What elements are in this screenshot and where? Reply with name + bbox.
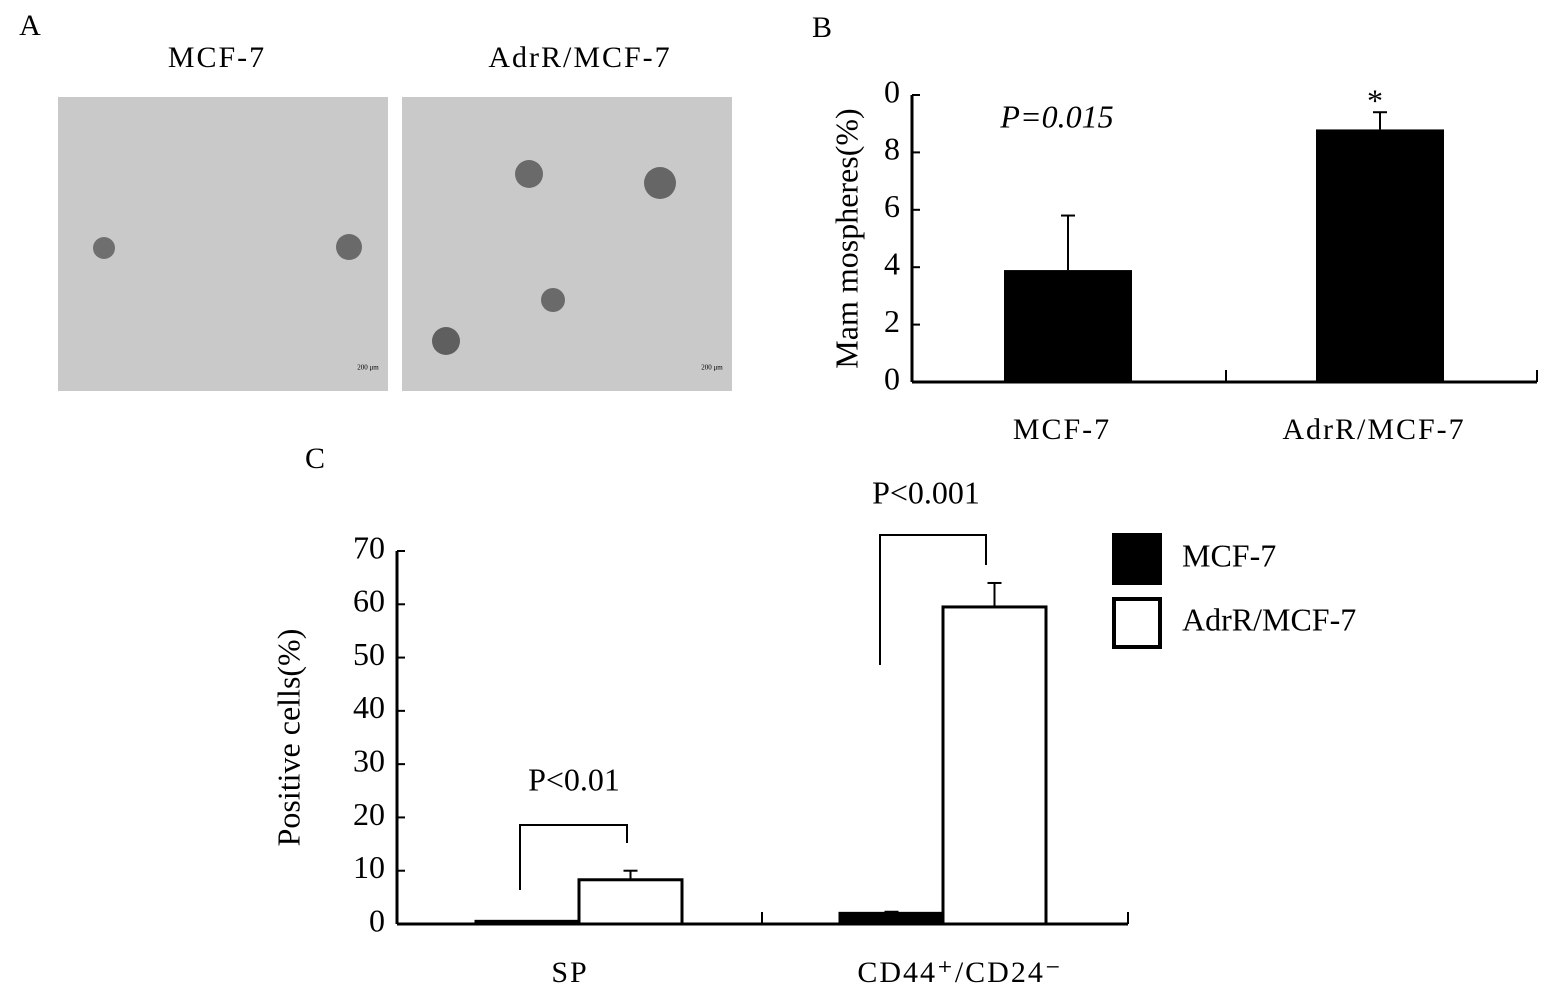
panel-label: C xyxy=(305,442,325,475)
x-tick-label: AdrR/MCF-7 xyxy=(1282,413,1465,446)
y-tick-label: 6 xyxy=(884,188,900,224)
image-title: AdrR/MCF-7 xyxy=(488,41,671,74)
bar xyxy=(1316,129,1444,382)
scale-label: 200 μm xyxy=(357,364,379,372)
annotation: P<0.001 xyxy=(872,474,980,510)
sphere xyxy=(644,167,676,199)
bar xyxy=(474,919,581,926)
legend-swatch xyxy=(1112,533,1162,585)
panel-label: B xyxy=(812,11,832,44)
annotation: P<0.01 xyxy=(528,761,620,797)
bar xyxy=(941,605,1048,926)
x-tick-label: CD44⁺/CD24⁻ xyxy=(857,956,1062,989)
micrograph: 200 μm xyxy=(402,97,732,391)
bar xyxy=(838,911,945,926)
micrograph: 200 μm xyxy=(58,97,388,391)
sphere xyxy=(541,288,565,312)
y-tick-label: 70 xyxy=(353,529,385,565)
bar xyxy=(1004,270,1132,382)
annotation: * xyxy=(1367,82,1383,118)
x-tick-label: SP xyxy=(551,956,588,989)
sphere xyxy=(93,237,115,259)
legend-label: MCF-7 xyxy=(1182,537,1276,573)
legend-swatch xyxy=(1112,597,1162,649)
x-tick-label: MCF-7 xyxy=(1013,413,1111,446)
y-tick-label: 8 xyxy=(884,131,900,167)
bracket xyxy=(879,534,987,665)
scale-label: 200 μm xyxy=(701,364,723,372)
y-tick-label: 60 xyxy=(353,583,385,619)
image-title: MCF-7 xyxy=(168,41,266,74)
y-tick-label: 10 xyxy=(353,849,385,885)
annotation: P=0.015 xyxy=(999,98,1113,134)
y-tick-label: 0 xyxy=(369,902,385,938)
sphere xyxy=(336,234,362,260)
panel-label: A xyxy=(19,9,41,42)
y-tick-label: 30 xyxy=(353,742,385,778)
y-tick-label: 4 xyxy=(884,246,900,282)
sphere xyxy=(432,327,460,355)
y-tick-label: 20 xyxy=(353,796,385,832)
y-axis-label: Mam mospheres(%) xyxy=(828,108,864,368)
y-tick-label: 2 xyxy=(884,303,900,339)
y-axis-label: Positive cells(%) xyxy=(270,629,306,847)
y-tick-label: 50 xyxy=(353,636,385,672)
sphere xyxy=(515,160,543,188)
y-tick-label: 40 xyxy=(353,689,385,725)
bar xyxy=(577,878,684,926)
y-tick-label: 0 xyxy=(884,360,900,396)
y-tick-label: 0 xyxy=(884,73,900,109)
legend-label: AdrR/MCF-7 xyxy=(1182,601,1356,637)
bracket xyxy=(519,824,628,890)
